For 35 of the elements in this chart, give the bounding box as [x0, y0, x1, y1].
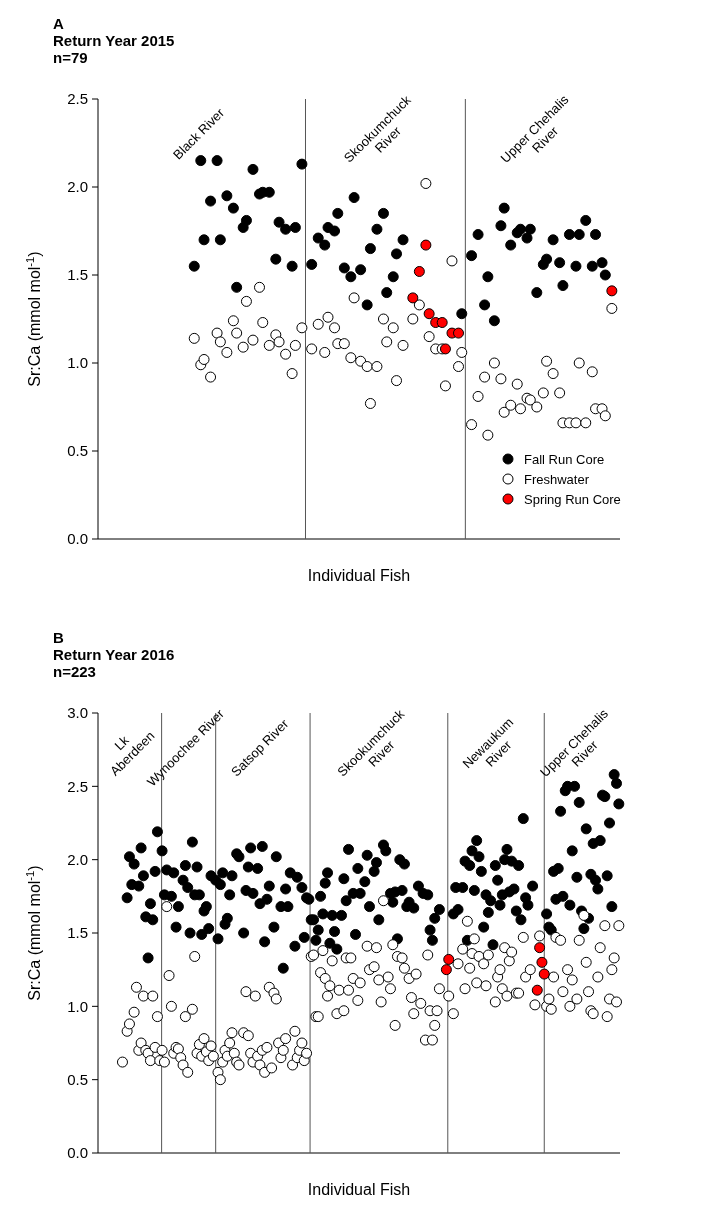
point — [531, 984, 543, 996]
chart-title: A — [53, 15, 64, 32]
point — [440, 964, 452, 976]
point — [538, 968, 550, 980]
y-tick-label: 0.0 — [67, 530, 88, 548]
point — [436, 317, 448, 329]
y-tick-label: 2.5 — [67, 90, 88, 108]
y-tick-label: 0.5 — [67, 1070, 88, 1088]
legend-label: Spring Run Core — [524, 492, 621, 507]
y-tick-label: 0.0 — [67, 1144, 88, 1162]
chart-subtitle: Return Year 2015 n=79 — [53, 32, 175, 66]
y-tick-label: 1.0 — [67, 354, 88, 372]
chart-subtitle: Return Year 2016 n=223 — [53, 646, 175, 680]
y-tick-label: 1.5 — [67, 266, 88, 284]
y-tick-label: 2.5 — [67, 777, 88, 795]
point — [606, 285, 618, 297]
point — [534, 942, 546, 954]
y-tick-label: 2.0 — [67, 178, 88, 196]
y-tick-label: 0.5 — [67, 442, 88, 460]
x-axis-title: Individual Fish — [307, 1181, 411, 1198]
y-tick-label: 1.5 — [67, 924, 88, 942]
point — [423, 308, 435, 320]
x-axis-title: Individual Fish — [307, 567, 411, 584]
y-tick-label: 1.0 — [67, 997, 88, 1015]
legend-label: Fall Run Core — [524, 452, 605, 467]
point — [413, 265, 425, 277]
y-tick-label: 3.0 — [67, 704, 88, 722]
chart-title: B — [53, 629, 64, 646]
point — [453, 327, 465, 339]
legend-label: Freshwater — [524, 472, 590, 487]
point — [443, 953, 455, 965]
y-tick-label: 2.0 — [67, 850, 88, 868]
point — [420, 239, 432, 251]
point — [407, 292, 419, 304]
point — [536, 956, 548, 968]
